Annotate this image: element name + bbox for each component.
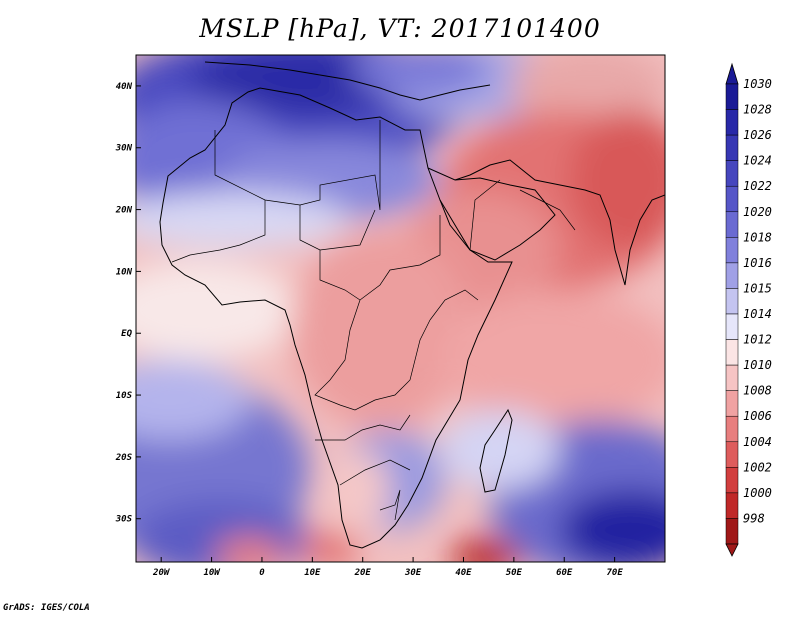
colorbar-label: 1020	[743, 205, 772, 219]
colorbar-swatch	[725, 492, 739, 519]
x-tick-label: 20W	[152, 568, 171, 578]
y-tick-label: 10N	[116, 267, 133, 277]
longitude-axis: 20W 10W 0 10E 20E 30E 40E 50E 60E 70E	[152, 557, 623, 578]
colorbar-swatch	[725, 109, 739, 136]
colorbar-label: 1026	[743, 128, 772, 142]
colorbar-swatch	[725, 83, 739, 110]
colorbar-label: 1028	[743, 103, 772, 117]
colorbar-max-arrow	[725, 62, 739, 85]
colorbar-label: 1018	[743, 230, 772, 244]
mslp-map: 20W 10W 0 10E 20E 30E 40E 50E 60E 70E 40N 30N 20N 10…	[115, 54, 772, 578]
colorbar-label: 1014	[743, 307, 772, 321]
colorbar-label: 1002	[743, 460, 772, 474]
colorbar-label: 1022	[743, 179, 772, 193]
colorbar-label: 1024	[743, 154, 772, 168]
country-borders	[171, 120, 576, 521]
latitude-axis: 40N 30N 20N 10N EQ 10S 20S 30S	[115, 82, 141, 525]
colorbar-swatch	[725, 237, 739, 264]
colorbar-label: 1004	[743, 435, 772, 449]
x-tick-label: 60E	[556, 568, 573, 578]
coastlines	[159, 61, 665, 549]
x-tick-label: 0	[259, 568, 265, 578]
pressure-field	[136, 55, 665, 562]
colorbar-swatch	[725, 518, 739, 545]
colorbar-label: 1030	[743, 77, 772, 91]
colorbar-label: 1015	[743, 281, 772, 295]
y-tick-label: 20S	[115, 453, 133, 463]
x-tick-label: 10E	[304, 568, 321, 578]
colorbar-swatch	[725, 134, 739, 161]
plot-frame	[135, 54, 666, 563]
colorbar-label: 1006	[743, 409, 772, 423]
grads-credit: GrADS: IGES/COLA	[3, 603, 90, 613]
x-tick-label: 70E	[606, 568, 623, 578]
colorbar-swatch	[725, 390, 739, 417]
colorbar-label: 1000	[743, 486, 772, 500]
colorbar-swatch	[725, 364, 739, 391]
colorbar-label: 1010	[743, 358, 772, 372]
colorbar-min-arrow	[725, 543, 739, 557]
y-tick-label: 10S	[116, 391, 133, 401]
x-tick-label: 40E	[455, 568, 472, 578]
colorbar-swatch	[725, 313, 739, 340]
colorbar-label: 1012	[743, 333, 772, 347]
map-title: MSLP [hPa], VT: 2017101400	[199, 14, 601, 43]
y-tick-label: 40N	[116, 82, 133, 92]
colorbar-swatch	[725, 185, 739, 213]
colorbar-label: 1016	[743, 256, 772, 270]
colorbar-swatch	[725, 211, 739, 238]
y-tick-label: 30N	[115, 144, 133, 154]
y-tick-label: EQ	[121, 329, 132, 339]
colorbar-swatch	[725, 441, 739, 468]
y-tick-label: 30S	[115, 515, 133, 525]
x-tick-label: 30E	[404, 568, 422, 578]
colorbar: 1030 1028 1026 1024 1022 1020 1018 1016 1015 1014…	[725, 62, 772, 557]
colorbar-swatch	[725, 467, 739, 494]
x-tick-label: 10W	[203, 568, 221, 578]
colorbar-swatch	[725, 160, 739, 187]
y-tick-label: 20N	[115, 206, 133, 216]
colorbar-swatch	[725, 415, 739, 443]
x-tick-label: 20E	[354, 568, 372, 578]
colorbar-swatch	[725, 339, 739, 366]
colorbar-label: 1008	[743, 384, 772, 398]
x-tick-label: 50E	[506, 568, 523, 578]
colorbar-swatch	[725, 262, 739, 289]
colorbar-swatch	[725, 288, 739, 315]
colorbar-label: 998	[743, 511, 765, 525]
